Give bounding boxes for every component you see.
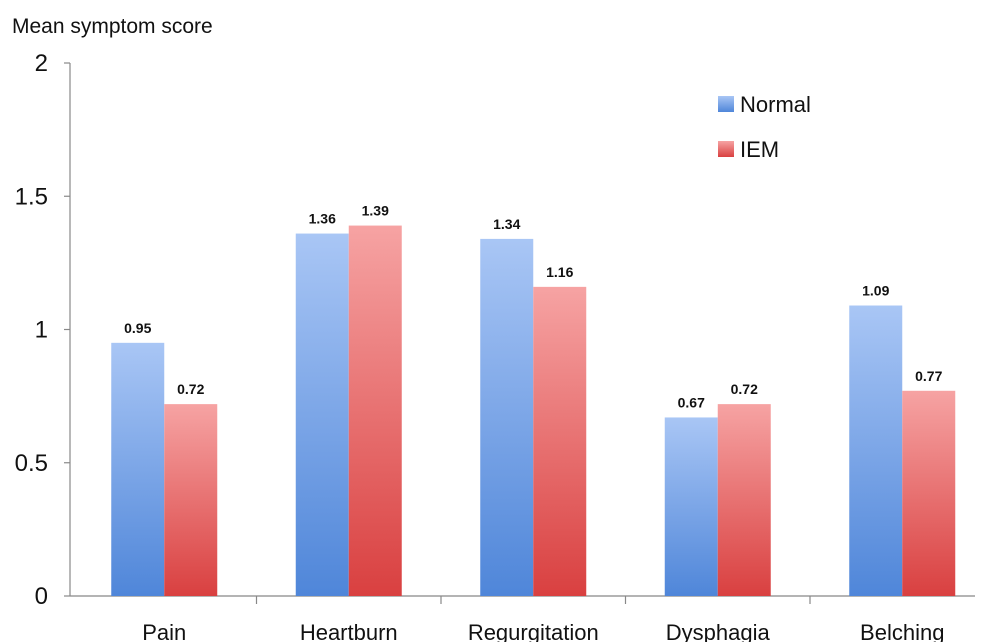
legend-swatch-normal bbox=[718, 96, 734, 112]
data-label: 1.36 bbox=[309, 211, 336, 227]
bar-normal-regurgitation bbox=[480, 238, 534, 596]
legend: Normal IEM bbox=[718, 92, 811, 162]
data-label: 1.34 bbox=[493, 216, 520, 232]
x-tick-label: Heartburn bbox=[300, 620, 398, 642]
bar-iem-dysphagia bbox=[717, 404, 771, 596]
data-label: 1.16 bbox=[546, 264, 573, 280]
y-tick-label: 2 bbox=[35, 50, 48, 77]
bar-normal-pain bbox=[111, 342, 165, 596]
x-tick-label: Dysphagia bbox=[666, 620, 771, 642]
x-tick-label: Pain bbox=[142, 620, 186, 642]
data-label: 0.77 bbox=[915, 368, 942, 384]
y-tick-label: 1 bbox=[35, 317, 48, 344]
y-axis-label: Mean symptom score bbox=[12, 15, 213, 38]
data-label: 0.72 bbox=[177, 381, 204, 397]
bar-iem-heartburn bbox=[348, 225, 402, 596]
y-tick-label: 0.5 bbox=[15, 450, 48, 477]
legend-label-normal: Normal bbox=[740, 92, 811, 117]
y-tick-label: 1.5 bbox=[15, 183, 48, 210]
y-tick-label: 0 bbox=[35, 583, 48, 610]
data-label: 0.72 bbox=[731, 381, 758, 397]
axes: 0 0.5 1 1.5 2 Pain Heartburn Regurgitation Dysph… bbox=[15, 50, 975, 642]
bar-normal-belching bbox=[849, 305, 903, 596]
bars bbox=[111, 225, 956, 596]
bar-normal-heartburn bbox=[295, 233, 349, 596]
data-label: 0.95 bbox=[124, 320, 151, 336]
bar-iem-regurgitation bbox=[533, 286, 587, 596]
data-label: 1.39 bbox=[362, 203, 389, 219]
data-label: 0.67 bbox=[678, 394, 705, 410]
legend-swatch-iem bbox=[718, 141, 734, 157]
bar-normal-dysphagia bbox=[664, 417, 718, 596]
x-tick-label: Belching bbox=[860, 620, 944, 642]
bar-iem-pain bbox=[164, 404, 218, 596]
data-label: 1.09 bbox=[862, 283, 889, 299]
legend-label-iem: IEM bbox=[740, 137, 779, 162]
data-labels: 0.95 0.72 1.36 1.39 1.34 1.16 0.67 0.72 1.09 0.77 bbox=[124, 203, 942, 411]
x-tick-label: Regurgitation bbox=[468, 620, 599, 642]
bar-iem-belching bbox=[902, 390, 956, 596]
